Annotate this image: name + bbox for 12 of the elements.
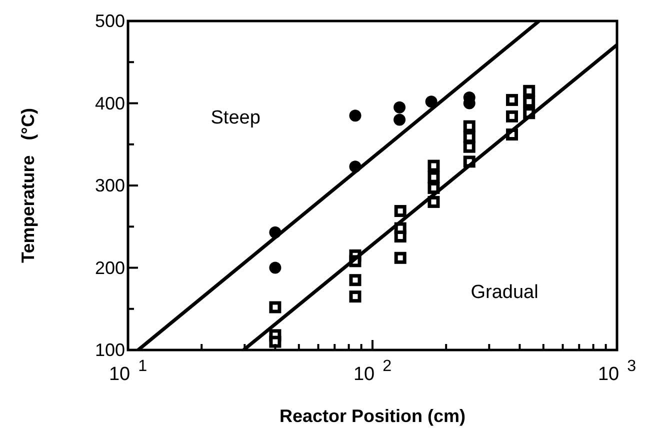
annotation: Steep bbox=[210, 107, 260, 128]
x-axis-title: Reactor Position (cm) bbox=[279, 406, 466, 426]
x-tick-label: 10$^{3}$ bbox=[598, 357, 636, 385]
y-tick-label: 300 bbox=[94, 176, 125, 196]
y-tick-label: 100 bbox=[94, 340, 125, 360]
y-axis-title: Temperature (°C) bbox=[18, 108, 38, 263]
y-tick-label: 200 bbox=[94, 258, 125, 278]
x-tick-label: 10$^{1}$ bbox=[108, 357, 148, 385]
y-tick-label: 500 bbox=[94, 11, 125, 31]
y-tick-label: 400 bbox=[94, 93, 125, 114]
x-tick-label: 10$^{2}$ bbox=[353, 357, 392, 385]
annotation: Gradual bbox=[470, 282, 538, 303]
